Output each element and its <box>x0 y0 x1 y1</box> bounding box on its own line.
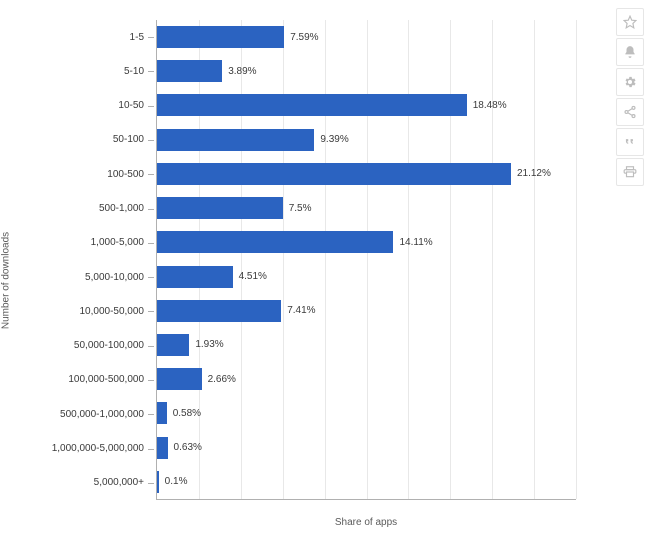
category-label: 100-500 <box>0 163 150 185</box>
bar-value-label: 18.48% <box>473 100 507 111</box>
bar-value-label: 0.1% <box>165 476 188 487</box>
bar <box>157 471 159 493</box>
y-tick <box>148 37 154 38</box>
favorite-button[interactable] <box>616 8 644 36</box>
bar <box>157 300 281 322</box>
bar <box>157 26 284 48</box>
bar-value-label: 7.41% <box>287 305 315 316</box>
bar <box>157 437 168 459</box>
category-label: 50-100 <box>0 129 150 151</box>
bar-value-label: 7.5% <box>289 203 312 214</box>
bar <box>157 94 467 116</box>
bar-row: 7.5% <box>157 197 576 219</box>
print-button[interactable] <box>616 158 644 186</box>
bar-row: 4.51% <box>157 266 576 288</box>
bar-row: 18.48% <box>157 94 576 116</box>
category-label: 50,000-100,000 <box>0 335 150 357</box>
bar-row: 0.58% <box>157 402 576 424</box>
bar <box>157 197 283 219</box>
gear-icon <box>623 75 637 89</box>
bar-value-label: 14.11% <box>399 237 432 248</box>
bar-row: 21.12% <box>157 163 576 185</box>
bar-value-label: 1.93% <box>195 339 223 350</box>
bar-value-label: 2.66% <box>208 374 236 385</box>
bar-row: 0.63% <box>157 437 576 459</box>
y-tick <box>148 311 154 312</box>
bar-row: 3.89% <box>157 60 576 82</box>
bar-value-label: 7.59% <box>290 32 318 43</box>
y-tick <box>148 483 154 484</box>
category-label: 5,000-10,000 <box>0 266 150 288</box>
category-label: 1-5 <box>0 26 150 48</box>
y-tick <box>148 140 154 141</box>
chart-container: Number of downloads 1-55-1010-5050-10010… <box>0 20 600 530</box>
bar-row: 2.66% <box>157 368 576 390</box>
y-tick <box>148 209 154 210</box>
x-axis-title: Share of apps <box>156 517 576 528</box>
category-label: 10-50 <box>0 95 150 117</box>
settings-button[interactable] <box>616 68 644 96</box>
bar-row: 7.41% <box>157 300 576 322</box>
bar-value-label: 3.89% <box>228 66 256 77</box>
bar-row: 9.39% <box>157 129 576 151</box>
category-label: 1,000-5,000 <box>0 232 150 254</box>
category-label: 5-10 <box>0 60 150 82</box>
category-label: 10,000-50,000 <box>0 300 150 322</box>
star-icon <box>623 15 637 29</box>
category-label: 500-1,000 <box>0 197 150 219</box>
grid-line <box>576 20 577 499</box>
bar-value-label: 9.39% <box>320 134 348 145</box>
bar-value-label: 4.51% <box>239 271 267 282</box>
alert-button[interactable] <box>616 38 644 66</box>
bar <box>157 231 393 253</box>
bar-value-label: 0.58% <box>173 408 201 419</box>
bar <box>157 163 511 185</box>
plot-area: 7.59% 3.89% 18.48% 9.39% 21.12% 7.5% 14.11% 4.5… <box>156 20 576 500</box>
bar <box>157 266 233 288</box>
y-tick <box>148 243 154 244</box>
category-label: 100,000-500,000 <box>0 369 150 391</box>
category-labels: 1-5 5-10 10-50 50-100 100-500 500-1,000 1,000-… <box>0 26 150 494</box>
bell-icon <box>623 45 637 59</box>
y-tick <box>148 106 154 107</box>
bar-value-label: 21.12% <box>517 168 551 179</box>
category-label: 500,000-1,000,000 <box>0 403 150 425</box>
bar <box>157 368 202 390</box>
bar <box>157 402 167 424</box>
y-tick <box>148 174 154 175</box>
bar <box>157 334 189 356</box>
share-button[interactable] <box>616 98 644 126</box>
y-tick <box>148 414 154 415</box>
y-tick <box>148 346 154 347</box>
y-tick <box>148 449 154 450</box>
bar <box>157 129 314 151</box>
y-tick <box>148 380 154 381</box>
quote-icon <box>623 135 637 149</box>
category-label: 5,000,000+ <box>0 472 150 494</box>
print-icon <box>623 165 637 179</box>
bar-row: 7.59% <box>157 26 576 48</box>
bar-row: 14.11% <box>157 231 576 253</box>
bars-group: 7.59% 3.89% 18.48% 9.39% 21.12% 7.5% 14.11% 4.5… <box>157 26 576 493</box>
cite-button[interactable] <box>616 128 644 156</box>
bar-row: 0.1% <box>157 471 576 493</box>
y-tick <box>148 71 154 72</box>
chart-toolbar <box>616 8 644 186</box>
share-icon <box>623 105 637 119</box>
bar-value-label: 0.63% <box>174 442 202 453</box>
bar <box>157 60 222 82</box>
category-label: 1,000,000-5,000,000 <box>0 438 150 460</box>
bar-row: 1.93% <box>157 334 576 356</box>
y-tick <box>148 277 154 278</box>
